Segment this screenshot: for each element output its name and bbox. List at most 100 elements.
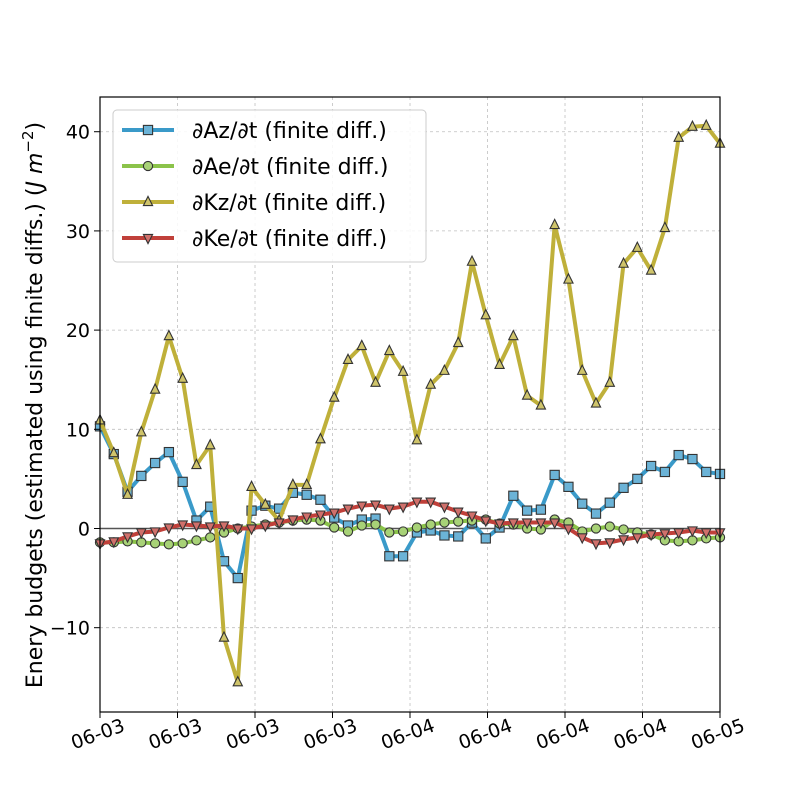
data-point [425, 497, 437, 509]
data-point [329, 522, 340, 533]
data-point [108, 446, 120, 458]
data-point [301, 489, 312, 500]
data-point [618, 535, 630, 547]
legend-marker [142, 233, 154, 245]
data-point [700, 118, 712, 130]
x-tick-label: 06-03 [223, 715, 282, 755]
y-tick-label: 20 [66, 320, 90, 342]
data-point [494, 519, 506, 531]
data-point [453, 531, 464, 542]
data-point [604, 521, 615, 532]
data-point [508, 490, 519, 501]
data-point [384, 527, 395, 538]
legend-entry-0: ∂Az/∂t (finite diff.) [122, 119, 387, 144]
data-point [342, 526, 354, 537]
y-tick-label: 30 [66, 221, 90, 243]
data-point [466, 254, 478, 266]
legend: ∂Az/∂t (finite diff.) ∂Ae/∂t (finite diff… [112, 109, 427, 263]
x-tick-label: 06-04 [378, 715, 437, 755]
data-point [604, 538, 616, 550]
data-point [452, 336, 464, 348]
data-point [356, 339, 368, 351]
data-point [259, 497, 271, 509]
series-layer [94, 118, 726, 687]
legend-marker [142, 124, 154, 136]
y-axis-label: Enery budgets (estimated using finite di… [19, 122, 48, 688]
data-point [108, 537, 120, 549]
data-point [618, 256, 630, 268]
legend-marker [142, 160, 154, 172]
data-point [563, 481, 574, 492]
legend-entry-1: ∂Ae/∂t (finite diff.) [122, 155, 388, 180]
data-point [177, 538, 188, 549]
data-point [122, 532, 134, 544]
data-point [521, 505, 533, 516]
data-point [301, 512, 313, 524]
data-point [687, 453, 698, 465]
data-point [494, 357, 506, 369]
data-point [659, 221, 671, 233]
data-point [370, 375, 382, 387]
data-point [590, 396, 602, 408]
data-point [631, 533, 643, 545]
data-point [397, 551, 409, 562]
data-point [163, 329, 175, 341]
data-point [645, 530, 657, 542]
data-point [384, 551, 395, 562]
legend-label: ∂Az/∂t (finite diff.) [192, 119, 387, 144]
data-point [411, 522, 423, 533]
legend-label: ∂Kz/∂t (finite diff.) [192, 191, 386, 216]
data-point [507, 518, 519, 530]
data-point [190, 521, 202, 533]
legend-entry-2: ∂Kz/∂t (finite diff.) [122, 191, 386, 216]
y-tick-label: 40 [66, 122, 90, 144]
data-point [149, 457, 161, 469]
data-point [673, 449, 684, 461]
data-point [576, 533, 588, 545]
data-point [645, 460, 657, 472]
data-point [287, 478, 299, 489]
data-point [411, 433, 423, 445]
data-point [439, 517, 450, 528]
data-point [701, 466, 712, 478]
data-point [562, 524, 574, 536]
data-point [480, 533, 491, 544]
legend-label: ∂Ae/∂t (finite diff.) [192, 155, 388, 180]
data-point [136, 470, 147, 482]
data-point [535, 398, 547, 410]
series-line [98, 424, 722, 581]
data-point [232, 572, 243, 584]
x-tick-label: 06-05 [688, 715, 747, 755]
data-point [700, 528, 712, 540]
data-point [645, 263, 657, 275]
data-point [632, 473, 643, 485]
data-point [549, 518, 561, 530]
y-tick-label: 10 [66, 419, 90, 441]
data-point [191, 535, 202, 546]
x-tick-label: 06-04 [611, 715, 670, 755]
data-point [135, 425, 147, 437]
data-point [577, 498, 588, 509]
data-point [370, 519, 381, 530]
data-point [618, 482, 629, 493]
legend-box [112, 109, 427, 263]
data-point [590, 508, 602, 519]
data-point [521, 388, 533, 400]
data-point [397, 526, 409, 537]
data-point [232, 675, 244, 687]
data-point [273, 518, 285, 530]
data-point [397, 502, 409, 514]
series-2 [94, 118, 726, 687]
data-point [259, 521, 271, 533]
series-line [98, 517, 722, 547]
data-point [149, 527, 161, 539]
data-point [342, 504, 354, 516]
data-point [507, 329, 519, 341]
x-tick-label: 06-04 [533, 715, 592, 755]
data-point [163, 523, 175, 535]
data-point [659, 529, 671, 541]
data-point [356, 501, 368, 513]
data-point [590, 523, 602, 534]
data-point [232, 524, 244, 536]
